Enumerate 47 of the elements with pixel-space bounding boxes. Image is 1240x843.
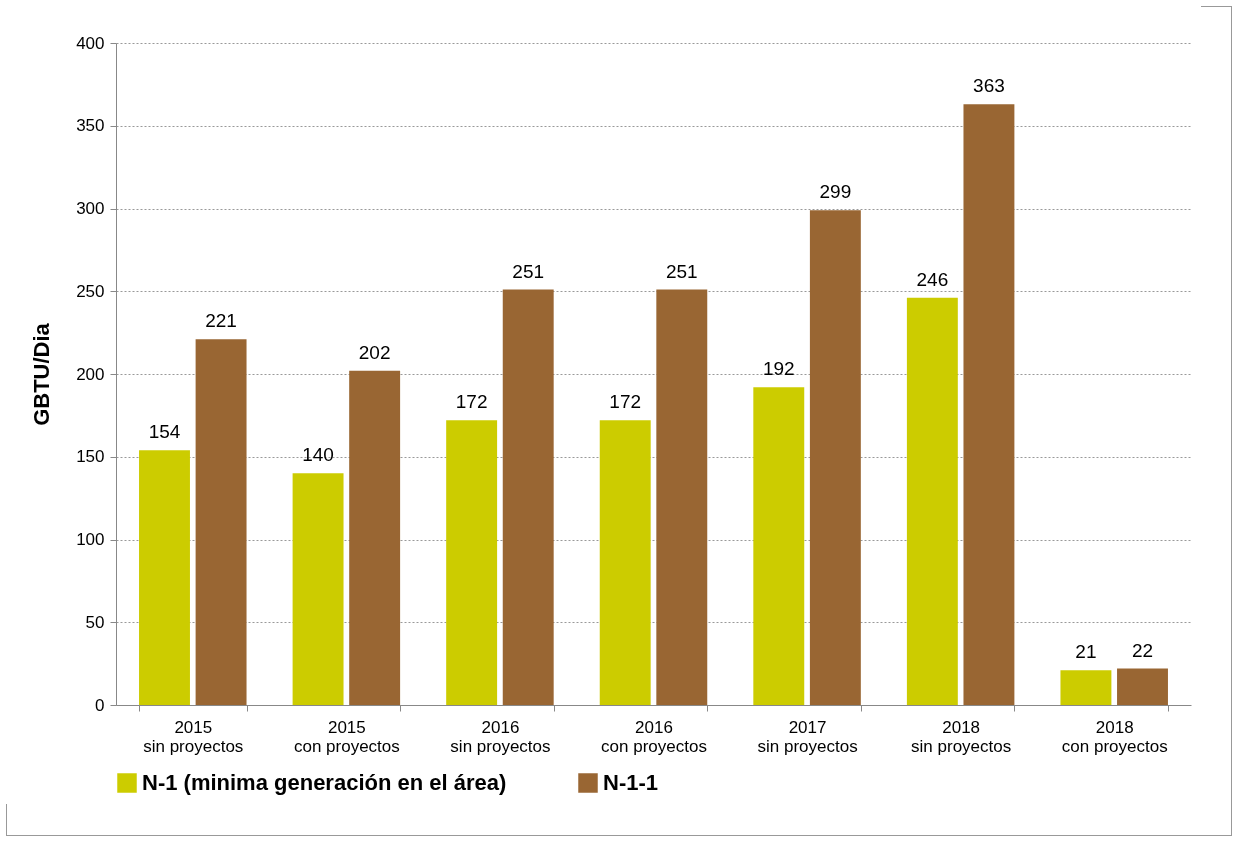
y-tick-label: 350: [76, 116, 105, 136]
bar: [753, 387, 805, 705]
y-tick-label: 400: [76, 33, 105, 53]
bar: [809, 210, 861, 705]
data-label: 221: [205, 310, 237, 332]
bar: [963, 104, 1015, 705]
bar: [906, 297, 958, 705]
bar: [599, 420, 651, 705]
y-tick-label: 200: [76, 364, 105, 384]
data-label: 299: [819, 181, 852, 203]
y-tick-label: 100: [76, 530, 105, 549]
data-label: 251: [512, 260, 545, 282]
bar: [139, 450, 190, 705]
data-label: 192: [762, 358, 795, 380]
x-tick-label: 2017 sin proyectos: [757, 717, 858, 756]
bar: [292, 473, 344, 705]
bar: [656, 289, 708, 705]
y-tick-label: 300: [76, 199, 105, 218]
data-label: 202: [358, 341, 391, 363]
y-axis-title: GBTU/Dia: [29, 322, 55, 426]
y-tick-label: 50: [85, 612, 105, 632]
bar: [1060, 670, 1112, 705]
data-label: 21: [1075, 641, 1097, 663]
legend-label: N-1-1: [603, 770, 659, 795]
data-label: 140: [302, 444, 334, 466]
x-tick-label: 2018 con proyectos: [1061, 717, 1168, 756]
data-label: 251: [665, 260, 698, 282]
data-label: 363: [973, 75, 1005, 97]
bar: [502, 289, 554, 705]
x-tick-label: 2018 sin proyectos: [911, 717, 1012, 756]
y-tick-label: 250: [76, 281, 105, 301]
data-label: 172: [609, 391, 642, 413]
bar: [1117, 668, 1168, 705]
y-tick-label: 0: [95, 695, 105, 715]
y-tick-label: 150: [76, 447, 105, 467]
data-label: 172: [455, 391, 488, 413]
x-tick-label: 2016 sin proyectos: [450, 717, 551, 756]
x-tick-label: 2015 con proyectos: [293, 717, 400, 756]
bar: [195, 339, 247, 705]
data-label: 154: [148, 421, 181, 443]
x-tick-label: 2016 con proyectos: [601, 717, 707, 756]
legend-label: N-1 (minima generación en el área): [142, 770, 507, 795]
bar: [446, 420, 498, 705]
data-label: 22: [1131, 639, 1154, 661]
data-label: 246: [916, 268, 949, 290]
x-tick-label: 2015 sin proyectos: [143, 717, 244, 756]
bar: [349, 370, 401, 705]
